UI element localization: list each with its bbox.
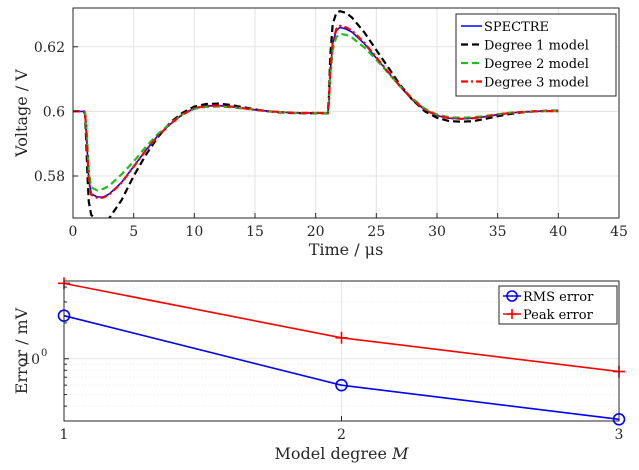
error-series bbox=[57, 277, 626, 426]
error-legend-box bbox=[498, 285, 618, 325]
error-series-line-0 bbox=[63, 314, 620, 421]
error-point-marker bbox=[335, 378, 348, 392]
voltage-x-tick-label: 10 bbox=[185, 224, 203, 240]
error-x-tick-label: 1 bbox=[60, 427, 69, 443]
voltage-y-tick-label: 0.62 bbox=[34, 40, 65, 56]
voltage-legend-label: SPECTRE bbox=[484, 20, 549, 35]
error-legend: RMS error Peak error bbox=[498, 285, 618, 325]
error-x-axis-label-var: M bbox=[391, 444, 409, 463]
voltage-legend-box bbox=[455, 13, 617, 97]
voltage-x-axis-label: Time / μs bbox=[309, 240, 384, 259]
voltage-x-tick-label: 40 bbox=[549, 224, 567, 240]
error-legend-label: RMS error bbox=[523, 290, 594, 305]
voltage-x-tick-label: 5 bbox=[129, 224, 138, 240]
error-point-marker bbox=[335, 331, 348, 344]
error-x-axis-label-text: Model degree bbox=[275, 444, 393, 463]
voltage-x-tick-label: 35 bbox=[489, 224, 507, 240]
voltage-x-tick-label: 15 bbox=[246, 224, 264, 240]
voltage-legend: SPECTRE Degree 1 model Degree 2 model Degre… bbox=[455, 13, 617, 97]
error-legend-marker bbox=[506, 290, 518, 302]
voltage-y-tick-label: 0.58 bbox=[34, 169, 65, 185]
voltage-series bbox=[73, 10, 559, 218]
voltage-x-tick-label: 25 bbox=[367, 224, 385, 240]
error-ticks: 1 2 3 10 0 bbox=[22, 286, 624, 443]
error-y-axis-label: Error / mV bbox=[12, 307, 31, 394]
voltage-axes-box bbox=[72, 7, 620, 219]
voltage-legend-label: Degree 2 model bbox=[484, 57, 589, 72]
voltage-x-tick-label: 20 bbox=[307, 224, 325, 240]
error-legend-marker bbox=[507, 309, 517, 319]
error-y-tick-exponent: 0 bbox=[41, 348, 47, 359]
voltage-x-tick-label: 45 bbox=[610, 224, 628, 240]
error-y-tick-label: 10 bbox=[22, 352, 40, 368]
voltage-x-tick-label: 30 bbox=[428, 224, 446, 240]
voltage-x-tick-label: 0 bbox=[69, 224, 78, 240]
voltage-ticks: 0 5 10 15 20 25 30 35 40 45 0.58 0.6 0.62 bbox=[34, 40, 628, 240]
error-x-tick-label: 2 bbox=[337, 427, 346, 443]
voltage-y-axis-label: Voltage / V bbox=[12, 69, 31, 158]
error-legend-label: Peak error bbox=[523, 308, 594, 323]
voltage-legend-label: Degree 1 model bbox=[484, 39, 589, 54]
error-x-tick-label: 3 bbox=[615, 427, 624, 443]
voltage-legend-label: Degree 3 model bbox=[484, 76, 589, 91]
voltage-y-tick-label: 0.6 bbox=[43, 104, 65, 120]
error-x-axis-label: Model degree M bbox=[275, 444, 410, 463]
error-chart: 1 2 3 10 0 Model degree M Error / mV RMS err… bbox=[12, 277, 626, 463]
voltage-chart: 0 5 10 15 20 25 30 35 40 450.580.60.62 Time / μs … bbox=[12, 7, 628, 259]
voltage-series-line-3 bbox=[73, 24, 559, 200]
